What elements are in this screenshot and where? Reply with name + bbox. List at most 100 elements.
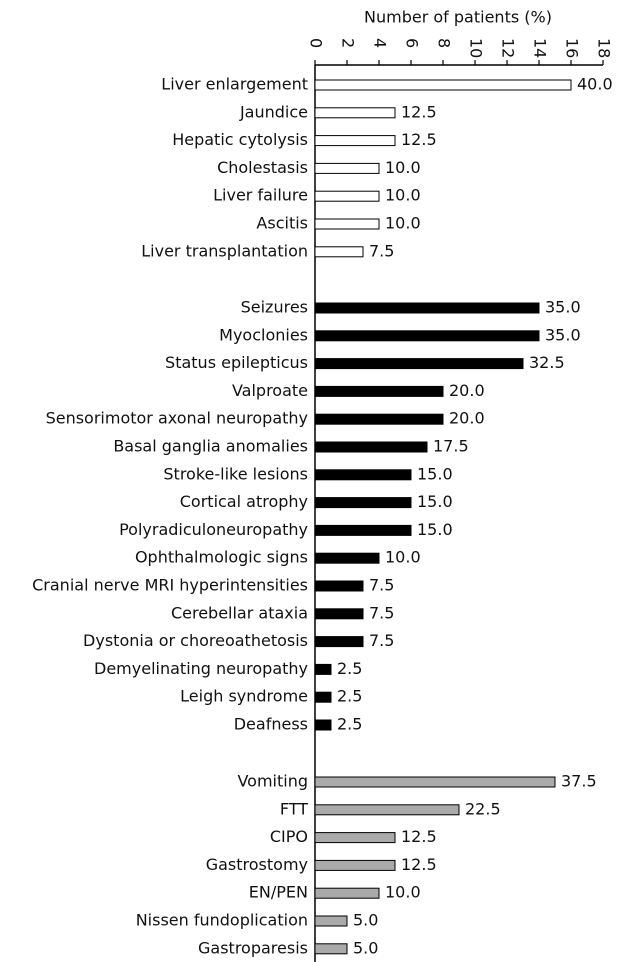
y-tick-label: Cerebellar ataxia bbox=[171, 603, 308, 622]
value-label: 10.0 bbox=[385, 158, 421, 177]
y-tick-label: Leigh syndrome bbox=[180, 687, 308, 706]
y-tick-label: Stroke-like lesions bbox=[163, 464, 308, 483]
value-label: 20.0 bbox=[449, 381, 485, 400]
bar bbox=[314, 943, 348, 955]
value-label: 35.0 bbox=[545, 298, 581, 317]
value-label: 12.5 bbox=[401, 827, 437, 846]
value-label: 37.5 bbox=[561, 772, 597, 791]
bar bbox=[314, 524, 412, 536]
value-label: 7.5 bbox=[369, 576, 394, 595]
x-tick-label: 14 bbox=[531, 38, 550, 58]
x-tick-label: 4 bbox=[371, 38, 390, 48]
value-label: 15.0 bbox=[417, 492, 453, 511]
bar bbox=[314, 497, 412, 509]
bar bbox=[314, 385, 444, 397]
bar bbox=[314, 246, 364, 258]
bar bbox=[314, 302, 540, 314]
y-tick-label: Cortical atrophy bbox=[180, 492, 308, 511]
y-tick-label: Valproate bbox=[232, 381, 308, 400]
value-label: 22.5 bbox=[465, 799, 501, 818]
x-tick-label: 10 bbox=[467, 38, 486, 58]
value-label: 10.0 bbox=[385, 548, 421, 567]
bar bbox=[314, 79, 572, 91]
bar bbox=[314, 776, 556, 788]
x-tick-label: 18 bbox=[595, 38, 614, 58]
axis-title: Number of patients (%) bbox=[364, 8, 552, 27]
y-tick-label: Ophthalmologic signs bbox=[135, 548, 308, 567]
value-label: 5.0 bbox=[353, 938, 378, 957]
bar bbox=[314, 636, 364, 648]
bar bbox=[314, 580, 364, 592]
bar bbox=[314, 832, 396, 844]
y-tick-label: Cranial nerve MRI hyperintensities bbox=[32, 576, 308, 595]
y-tick-label: Polyradiculoneuropathy bbox=[119, 520, 308, 539]
value-label: 5.0 bbox=[353, 911, 378, 930]
value-label: 2.5 bbox=[337, 659, 362, 678]
value-label: 7.5 bbox=[369, 631, 394, 650]
value-label: 32.5 bbox=[529, 353, 565, 372]
y-tick-label: Demyelinating neuropathy bbox=[94, 659, 308, 678]
value-label: 10.0 bbox=[385, 883, 421, 902]
y-tick-label: Liver enlargement bbox=[161, 75, 308, 94]
y-tick-label: EN/PEN bbox=[249, 883, 308, 902]
y-tick-label: Ascitis bbox=[256, 214, 308, 233]
bar bbox=[314, 691, 332, 703]
x-tick-label: 0 bbox=[307, 38, 326, 48]
y-tick-label: Vomiting bbox=[237, 772, 308, 791]
y-tick-label: Liver failure bbox=[213, 186, 308, 205]
x-tick-label: 8 bbox=[435, 38, 454, 48]
bar bbox=[314, 162, 380, 174]
y-tick-label: Dystonia or choreoathetosis bbox=[83, 631, 308, 650]
bar bbox=[314, 719, 332, 731]
value-label: 15.0 bbox=[417, 520, 453, 539]
value-label: 20.0 bbox=[449, 409, 485, 428]
value-label: 7.5 bbox=[369, 241, 394, 260]
value-label: 2.5 bbox=[337, 687, 362, 706]
x-tick-label: 16 bbox=[563, 38, 582, 58]
y-tick-label: Cholestasis bbox=[217, 158, 308, 177]
x-tick-label: 2 bbox=[339, 38, 358, 48]
y-tick-label: Sensorimotor axonal neuropathy bbox=[46, 409, 308, 428]
y-tick-label: CIPO bbox=[270, 827, 308, 846]
value-label: 2.5 bbox=[337, 715, 362, 734]
value-label: 40.0 bbox=[577, 75, 613, 94]
bar bbox=[314, 469, 412, 481]
bar bbox=[314, 552, 380, 564]
bar bbox=[314, 135, 396, 147]
bar bbox=[314, 441, 428, 453]
y-tick-label: Jaundice bbox=[239, 102, 308, 121]
value-label: 7.5 bbox=[369, 603, 394, 622]
value-label: 15.0 bbox=[417, 464, 453, 483]
bar bbox=[314, 413, 444, 425]
bar bbox=[314, 663, 332, 675]
value-label: 17.5 bbox=[433, 437, 469, 456]
value-label: 10.0 bbox=[385, 186, 421, 205]
y-tick-label: Status epilepticus bbox=[165, 353, 308, 372]
y-tick-label: Hepatic cytolysis bbox=[172, 130, 308, 149]
bar bbox=[314, 804, 460, 816]
bar bbox=[314, 190, 380, 202]
value-label: 12.5 bbox=[401, 855, 437, 874]
value-label: 10.0 bbox=[385, 214, 421, 233]
y-tick-label: FTT bbox=[280, 799, 308, 818]
bar bbox=[314, 887, 380, 899]
bar bbox=[314, 330, 540, 342]
y-tick-label: Basal ganglia anomalies bbox=[113, 437, 308, 456]
y-tick-label: Liver transplantation bbox=[141, 241, 308, 260]
value-label: 35.0 bbox=[545, 325, 581, 344]
x-tick-label: 12 bbox=[499, 38, 518, 58]
y-tick-label: Gastrostomy bbox=[206, 855, 308, 874]
bar bbox=[314, 859, 396, 871]
value-label: 12.5 bbox=[401, 130, 437, 149]
value-label: 12.5 bbox=[401, 102, 437, 121]
bar bbox=[314, 608, 364, 620]
bar bbox=[314, 358, 524, 370]
y-tick-label: Myoclonies bbox=[219, 325, 308, 344]
x-tick-label: 6 bbox=[403, 38, 422, 48]
bar bbox=[314, 915, 348, 927]
bar bbox=[314, 107, 396, 119]
y-tick-label: Gastroparesis bbox=[198, 938, 308, 957]
y-tick-label: Nissen fundoplication bbox=[136, 911, 308, 930]
y-tick-label: Seizures bbox=[241, 298, 308, 317]
